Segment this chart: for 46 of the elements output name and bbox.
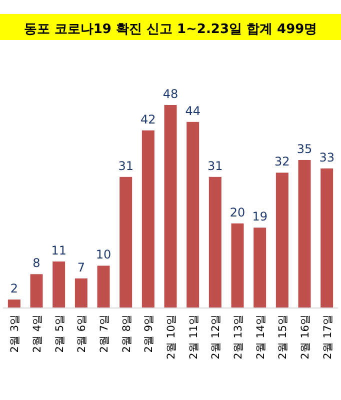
data-label: 48 [162,87,178,101]
data-label: 35 [296,142,312,156]
bar [74,278,88,308]
data-label: 33 [319,150,334,164]
data-label: 42 [140,112,156,126]
data-label: 11 [51,243,66,258]
bar [97,266,110,308]
chart-title: 동포 코로나19 확진 신고 1~2.23일 합계 499명 [24,22,318,37]
data-label: 2 [10,282,18,296]
x-tick-label: 2월 6일 [76,314,88,353]
x-tick-label: 2월 8일 [120,314,133,353]
data-label: 44 [185,104,200,118]
x-tick-label: 2월 9일 [143,314,156,353]
data-label: 8 [32,256,40,270]
data-label: 7 [77,260,85,274]
x-tick-label: 2월 13일 [232,314,244,360]
x-tick-label: 2월 5일 [54,314,66,353]
bar [120,176,132,308]
bar [52,261,66,308]
x-tick-label: 2월 11일 [188,314,200,360]
x-tick-label: 2월 3일 [9,314,22,353]
x-tick-label: 2월 17일 [322,314,334,360]
bar [8,300,20,308]
x-tick-label: 2월 4일 [32,314,44,353]
bar [231,223,244,308]
data-label: 32 [274,154,290,169]
bar [276,172,288,308]
x-tick-label: 2월 15일 [277,314,290,360]
bar [186,122,200,308]
bar [320,168,334,308]
data-label: 19 [252,210,268,224]
bar [208,176,222,308]
bar [164,105,177,308]
x-tick-label: 2월 12일 [210,314,222,360]
bar [30,274,43,308]
data-label: 10 [96,248,112,262]
bar [142,130,154,308]
data-label: 31 [208,158,223,173]
bar [254,228,266,308]
x-tick-label: 2월 14일 [254,314,267,360]
x-tick-label: 2월 7일 [98,314,110,353]
data-label: 31 [118,158,134,173]
data-label: 20 [230,205,246,220]
x-tick-label: 2월 10일 [166,314,178,360]
bar [298,160,311,308]
x-tick-label: 2월 16일 [300,314,312,360]
